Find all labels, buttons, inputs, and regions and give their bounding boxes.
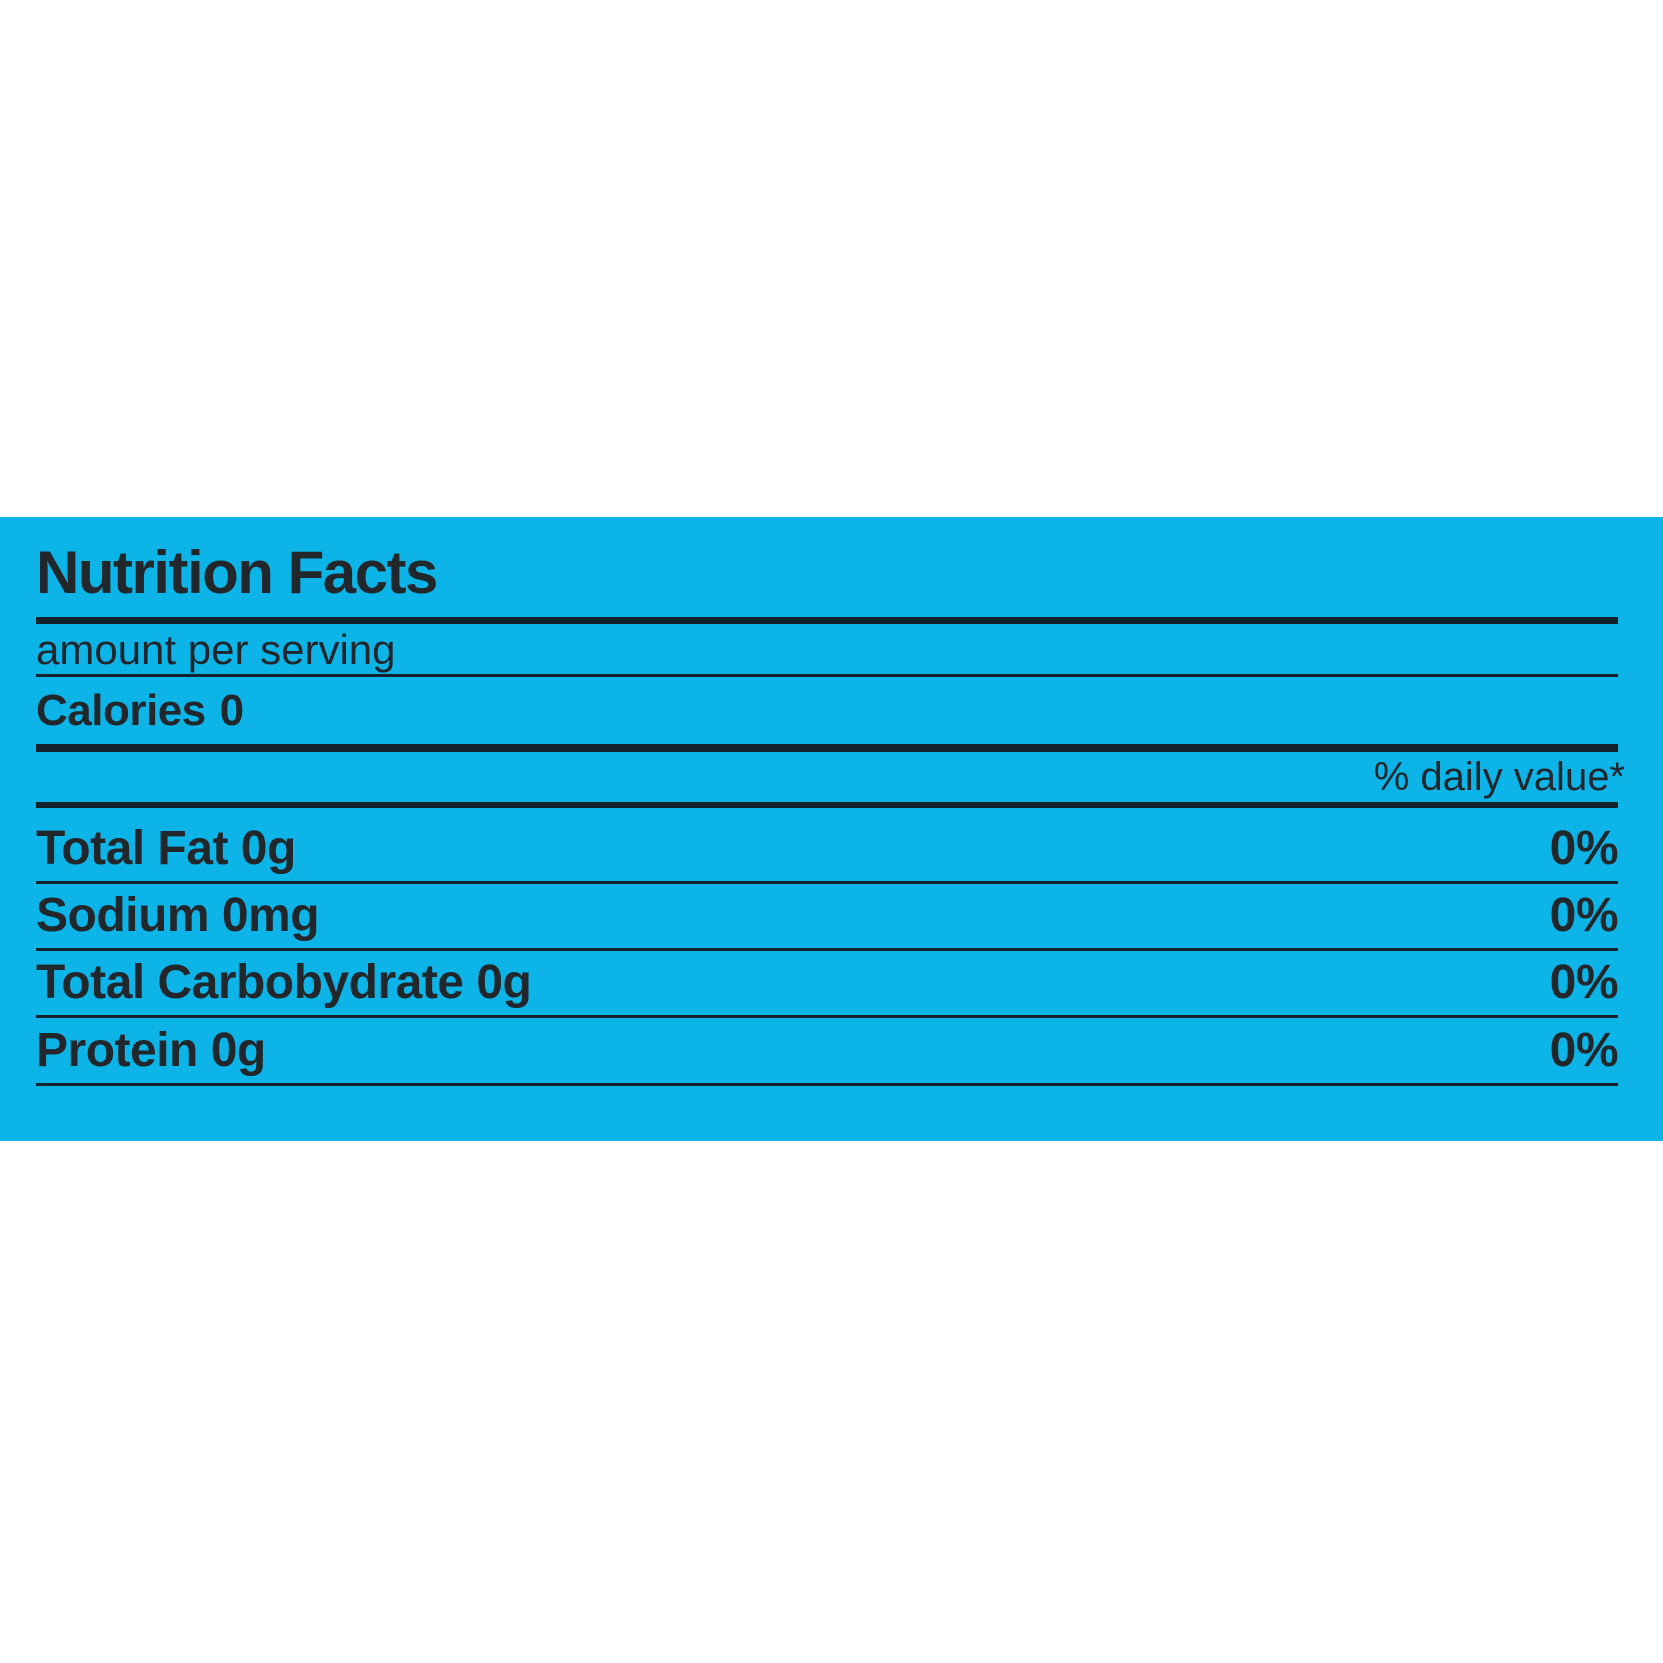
nutrient-daily-value: 0%	[1549, 956, 1619, 1009]
nutrient-name: Protein 0g	[36, 1024, 266, 1077]
nutrient-row-sodium: Sodium 0mg 0%	[36, 889, 1619, 942]
percent-daily-value-header: % daily value*	[1373, 755, 1625, 799]
nutrient-daily-value: 0%	[1549, 1024, 1619, 1077]
nutrient-name: Total Fat 0g	[36, 822, 296, 875]
nutrition-facts-title: Nutrition Facts	[36, 539, 438, 606]
nutrient-row-protein: Protein 0g 0%	[36, 1024, 1619, 1077]
row-divider	[36, 1015, 1618, 1018]
row-divider	[36, 881, 1618, 884]
calories-row: Calories 0	[36, 689, 244, 733]
divider-thin-under-amount	[36, 674, 1618, 677]
divider-under-daily-value-header	[36, 802, 1618, 808]
calories-value: 0	[219, 686, 244, 735]
calories-label: Calories	[36, 686, 206, 735]
nutrition-facts-label: Nutrition Facts amount per serving Calor…	[0, 517, 1663, 1141]
nutrient-daily-value: 0%	[1549, 822, 1619, 875]
nutrient-name: Sodium 0mg	[36, 889, 320, 942]
nutrient-row-total-carbohydrate: Total Carbobydrate 0g 0%	[36, 956, 1619, 1009]
row-divider	[36, 948, 1618, 951]
nutrient-daily-value: 0%	[1549, 889, 1619, 942]
nutrient-name: Total Carbobydrate 0g	[36, 956, 532, 1009]
divider-thick-under-title	[36, 617, 1618, 624]
row-divider	[36, 1083, 1618, 1086]
divider-thick-under-calories	[36, 744, 1618, 752]
amount-per-serving-label: amount per serving	[36, 626, 396, 673]
nutrient-row-total-fat: Total Fat 0g 0%	[36, 822, 1619, 875]
